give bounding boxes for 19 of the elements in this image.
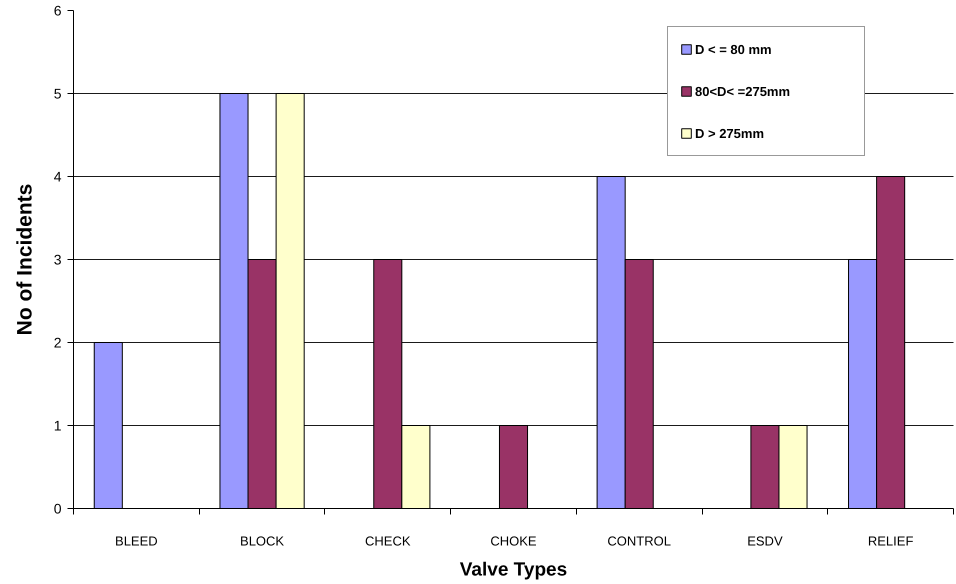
x-tick-label: BLOCK <box>240 534 284 548</box>
y-tick-label: 3 <box>54 252 62 268</box>
x-tick-label: ESDV <box>747 534 783 548</box>
legend-label: D > 275mm <box>695 124 766 142</box>
y-tick-label: 2 <box>54 334 62 350</box>
y-tick-label: 5 <box>54 86 62 102</box>
x-tick-label: CHOKE <box>490 534 537 548</box>
x-tick-label: CONTROL <box>607 534 671 548</box>
legend-label: D < = 80 mm <box>695 40 773 58</box>
x-tick-label: CHECK <box>365 534 411 548</box>
x-tick-label: BLEED <box>115 534 158 548</box>
x-axis-title: Valve Types <box>460 560 568 580</box>
x-tick-label: RELIEF <box>868 534 914 548</box>
y-tick-label: 6 <box>54 2 62 18</box>
y-tick-label: 4 <box>54 168 62 184</box>
y-axis-title: No of Incidents <box>14 184 37 336</box>
y-tick-label: 0 <box>54 500 62 516</box>
legend-label: 80<D< =275mm <box>695 82 792 100</box>
y-tick-label: 1 <box>54 418 62 434</box>
